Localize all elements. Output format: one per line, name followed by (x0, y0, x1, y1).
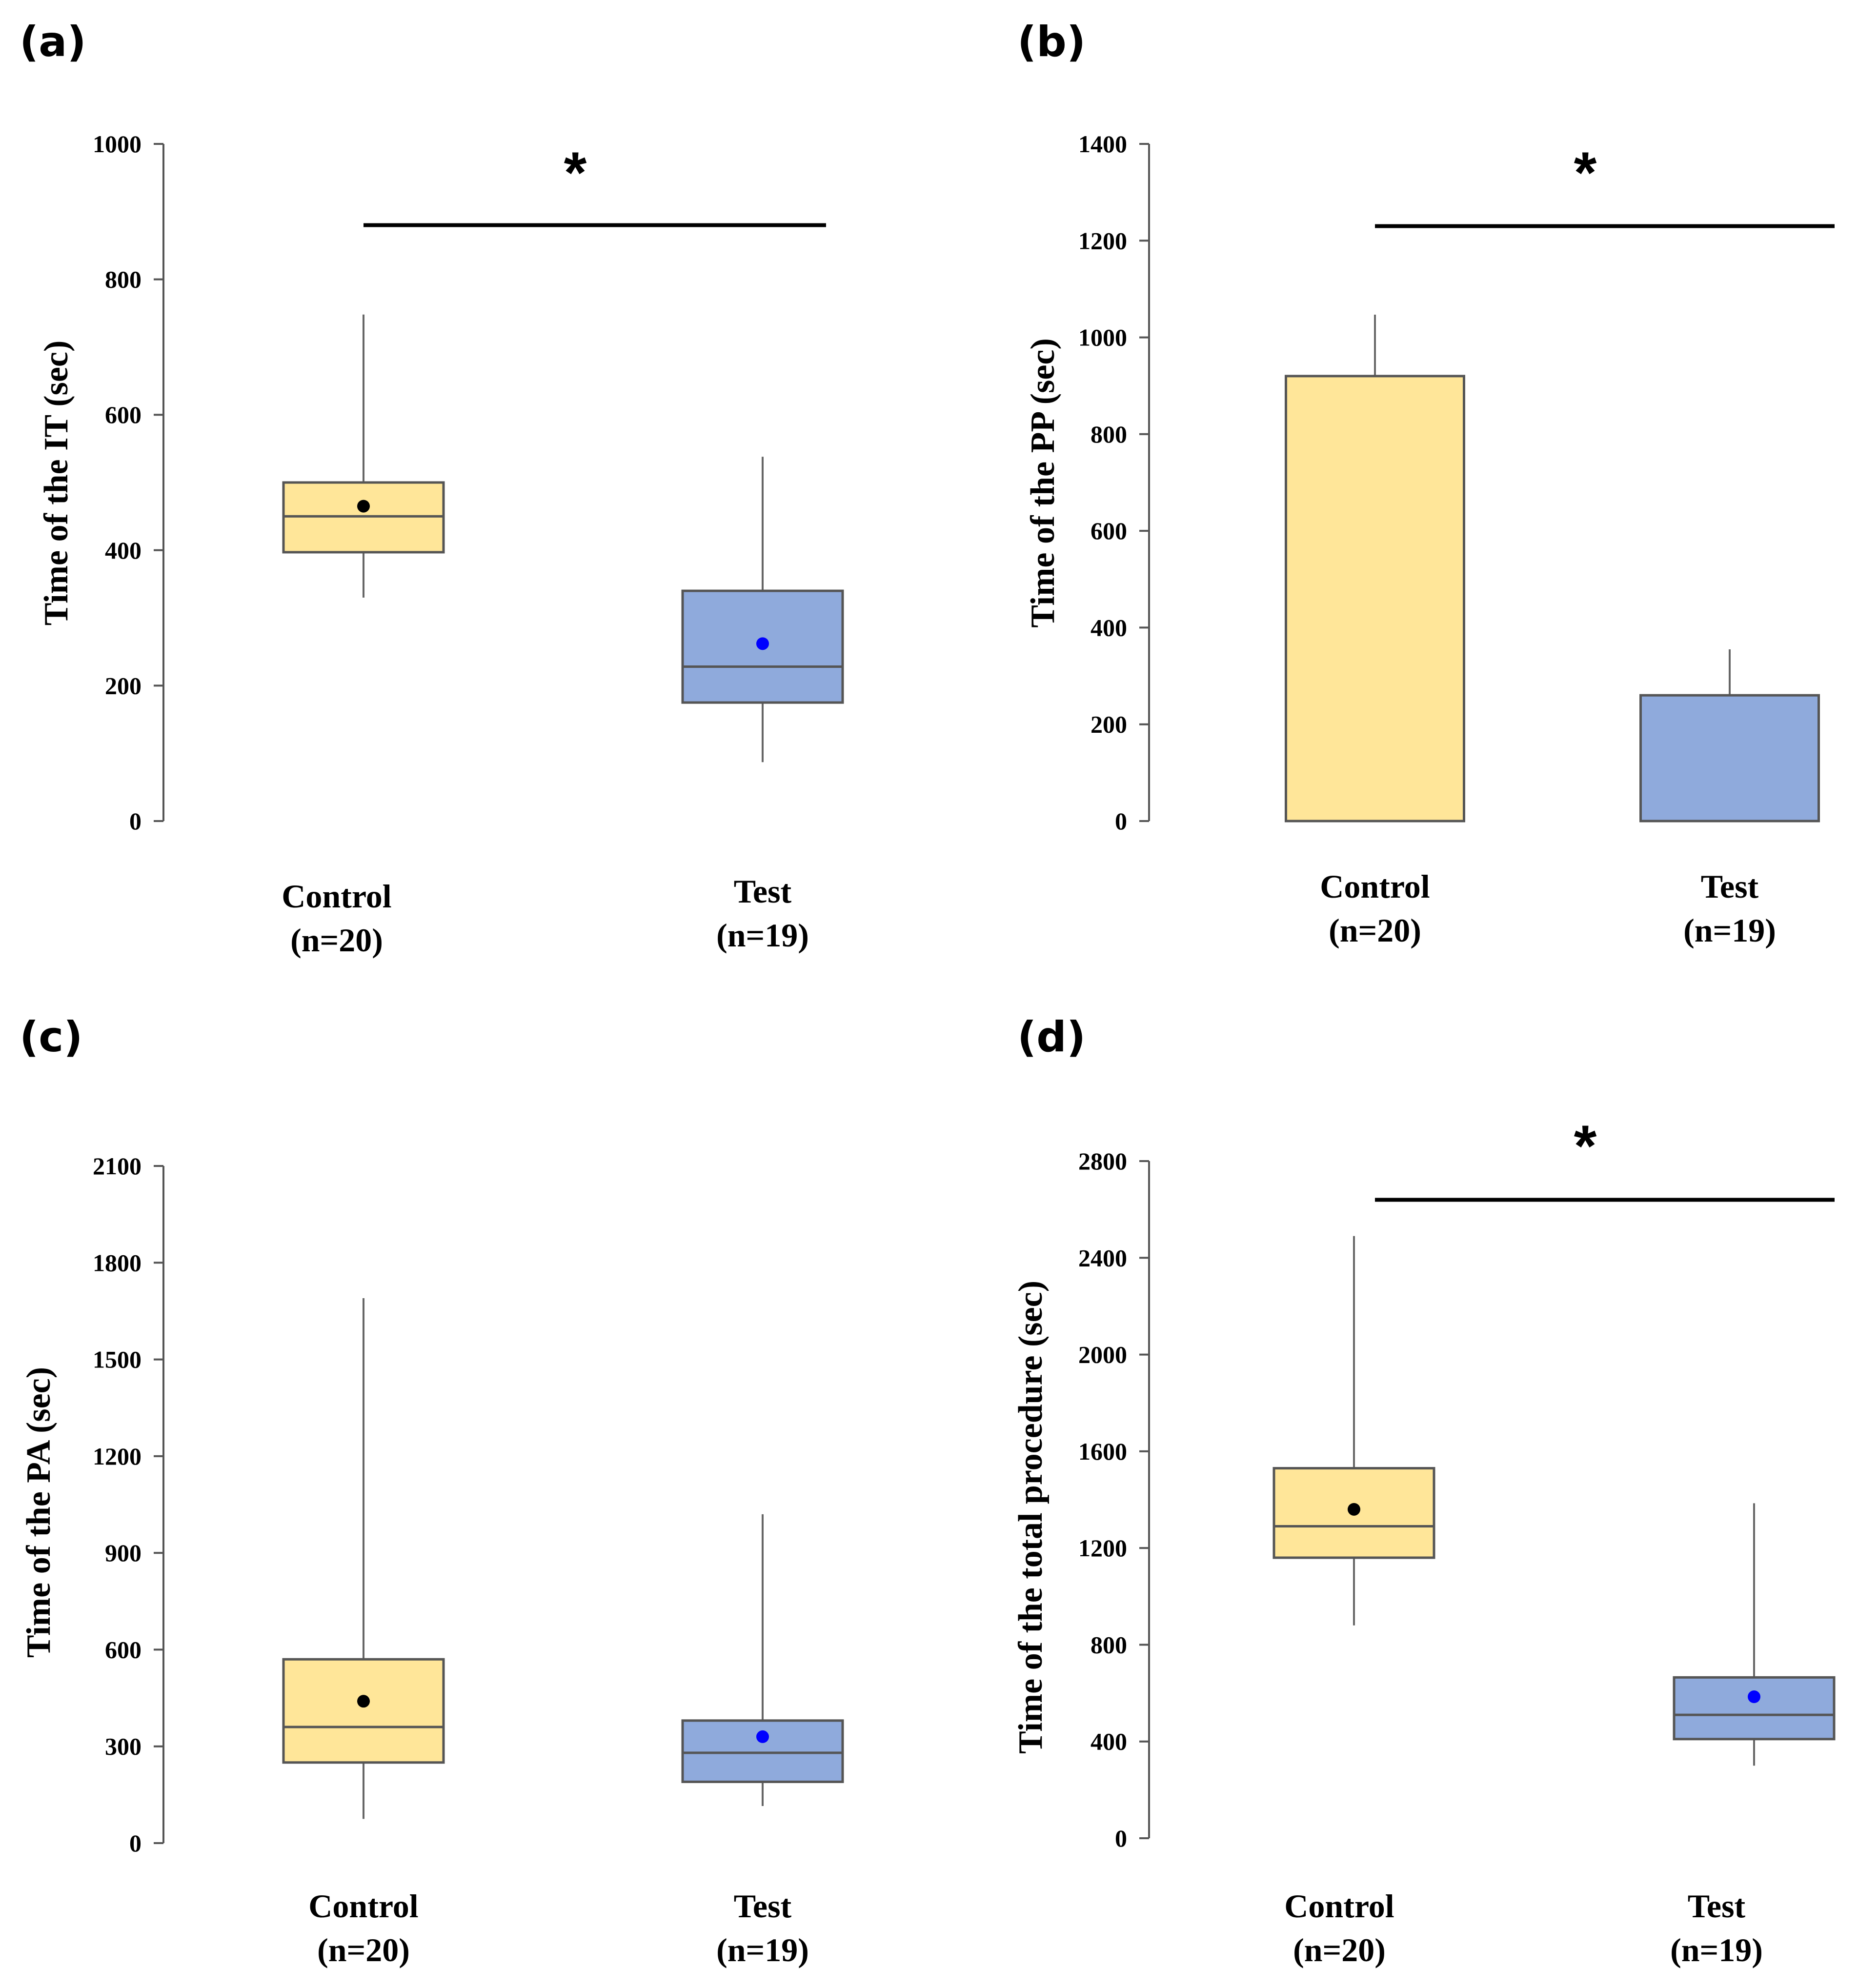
y-tick-label: 1500 (93, 1346, 141, 1373)
y-tick-label: 1000 (93, 130, 141, 158)
y-tick-label: 0 (129, 1829, 141, 1857)
y-tick-label: 0 (1115, 1825, 1127, 1852)
significance-star: * (1574, 1113, 1597, 1179)
x-tick-label-test: Test (1701, 868, 1759, 905)
x-tick-label-control: Control (282, 878, 391, 915)
x-tick-label-test-n: (n=19) (716, 917, 809, 954)
y-tick-label: 1800 (93, 1249, 141, 1276)
significance-star: * (1574, 140, 1597, 205)
y-tick-label: 200 (1091, 711, 1127, 738)
y-tick-label: 1000 (1078, 324, 1127, 351)
panel-b: (b) Time of the PP (sec) 0 200 400 600 800 10… (1017, 18, 1835, 949)
y-tick-label: 1200 (1078, 1534, 1127, 1562)
panel-label: (a) (20, 18, 86, 66)
y-tick-label: 200 (105, 672, 141, 699)
x-tick-label-control-n: (n=20) (317, 1931, 410, 1968)
y-tick-label: 600 (105, 1636, 141, 1663)
plot-area: 0 300 600 900 1200 1500 1800 2100 (93, 1152, 844, 1857)
test-bar (1639, 694, 1820, 823)
y-tick-label: 0 (129, 807, 141, 835)
panel-label: (b) (1017, 18, 1086, 66)
control-mean-dot (1348, 1503, 1360, 1516)
y-tick-label: 1200 (1078, 227, 1127, 254)
y-tick-label: 300 (105, 1733, 141, 1760)
x-tick-label-control: Control (1320, 868, 1430, 905)
x-tick-label-control-n: (n=20) (1293, 1931, 1386, 1968)
x-tick-label-test-n: (n=19) (1683, 912, 1776, 949)
y-tick-label: 800 (105, 266, 141, 293)
x-tick-label-control-n: (n=20) (1329, 912, 1421, 949)
plot-area: 0 200 400 600 800 1000 * (93, 130, 844, 835)
y-tick-label: 600 (105, 401, 141, 428)
control-box (1272, 1467, 1435, 1559)
control-bar (1285, 375, 1465, 823)
x-tick-label-control-n: (n=20) (290, 922, 383, 959)
y-axis-label: Time of the IT (sec) (38, 341, 75, 626)
test-mean-dot (756, 1730, 769, 1743)
y-tick-label: 400 (1091, 1728, 1127, 1755)
y-tick-label: 0 (1115, 807, 1127, 835)
panel-c: (c) Time of the PA (sec) 0 300 600 900 1200 1… (20, 1013, 844, 1968)
x-tick-label-test: Test (734, 873, 792, 910)
y-tick-label: 600 (1091, 517, 1127, 544)
y-tick-label: 2800 (1078, 1147, 1127, 1175)
panel-label: (d) (1017, 1013, 1086, 1062)
x-tick-label-control: Control (308, 1888, 418, 1925)
plot-area: 0 400 800 1200 1600 2000 2400 2800 * (1078, 1113, 1836, 1852)
y-tick-label: 1600 (1078, 1438, 1127, 1465)
y-axis-label: Time of the PA (sec) (20, 1367, 58, 1658)
control-mean-dot (357, 500, 370, 513)
panel-a: (a) Time of the IT (sec) 0 200 400 600 800 10… (20, 18, 844, 959)
y-tick-label: 1200 (93, 1443, 141, 1470)
y-tick-label: 900 (105, 1539, 141, 1566)
y-axis-label: Time of the PP (sec) (1024, 338, 1062, 628)
significance-star: * (564, 140, 587, 205)
x-tick-label-control: Control (1284, 1888, 1394, 1925)
test-mean-dot (1748, 1690, 1760, 1704)
test-box (681, 1719, 844, 1783)
panel-d: (d) Time of the total procedure (sec) 0 4… (1012, 1013, 1836, 1968)
y-axis-label: Time of the total procedure (sec) (1012, 1281, 1050, 1754)
y-tick-label: 2400 (1078, 1244, 1127, 1271)
x-tick-label-test: Test (1688, 1888, 1746, 1925)
x-tick-label-test-n: (n=19) (716, 1931, 809, 1968)
control-mean-dot (357, 1695, 370, 1708)
y-tick-label: 400 (1091, 614, 1127, 641)
x-tick-label-test: Test (734, 1888, 792, 1925)
panel-label: (c) (20, 1013, 83, 1062)
y-tick-label: 2000 (1078, 1341, 1127, 1368)
y-tick-label: 1400 (1078, 130, 1127, 158)
y-tick-label: 800 (1091, 421, 1127, 448)
test-mean-dot (756, 637, 769, 650)
test-box (1673, 1676, 1836, 1741)
x-tick-label-test-n: (n=19) (1670, 1931, 1763, 1968)
y-tick-label: 2100 (93, 1152, 141, 1180)
y-tick-label: 400 (105, 537, 141, 564)
y-tick-label: 800 (1091, 1631, 1127, 1658)
control-box (282, 1658, 445, 1764)
plot-area: 0 200 400 600 800 1000 1200 1400 * (1078, 130, 1835, 835)
